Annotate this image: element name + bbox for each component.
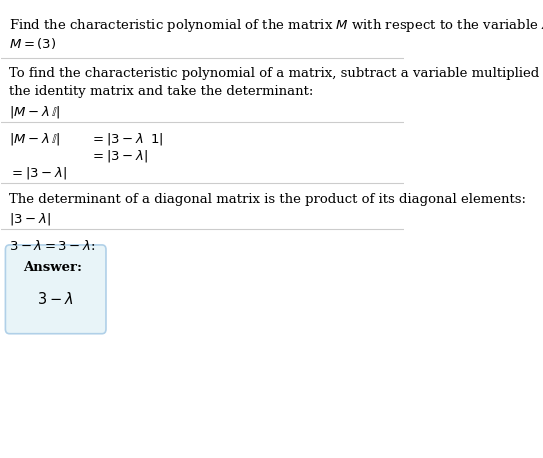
Text: Find the characteristic polynomial of the matrix $M$ with respect to the variabl: Find the characteristic polynomial of th… (9, 17, 543, 34)
Text: The determinant of a diagonal matrix is the product of its diagonal elements:: The determinant of a diagonal matrix is … (9, 192, 526, 206)
Text: $= |3 - \lambda|$: $= |3 - \lambda|$ (90, 148, 148, 164)
Text: To find the characteristic polynomial of a matrix, subtract a variable multiplie: To find the characteristic polynomial of… (9, 67, 543, 98)
Text: $= |3 - \lambda \;\; 1|$: $= |3 - \lambda \;\; 1|$ (90, 131, 163, 147)
Text: $M = ( 3 )$: $M = ( 3 )$ (9, 36, 56, 50)
Text: Answer:: Answer: (23, 261, 83, 274)
FancyBboxPatch shape (5, 245, 106, 334)
Text: $3 - \lambda = 3 - \lambda$:: $3 - \lambda = 3 - \lambda$: (9, 239, 96, 253)
Text: $3 - \lambda$: $3 - \lambda$ (37, 291, 74, 307)
Text: $|M - \lambda\,\mathbb{I}|$: $|M - \lambda\,\mathbb{I}|$ (9, 131, 61, 147)
Text: $|M - \lambda\,\mathbb{I}|$: $|M - \lambda\,\mathbb{I}|$ (9, 104, 61, 120)
Text: $|3 - \lambda|$: $|3 - \lambda|$ (9, 211, 51, 227)
Text: $= |3 - \lambda|$: $= |3 - \lambda|$ (9, 165, 67, 181)
